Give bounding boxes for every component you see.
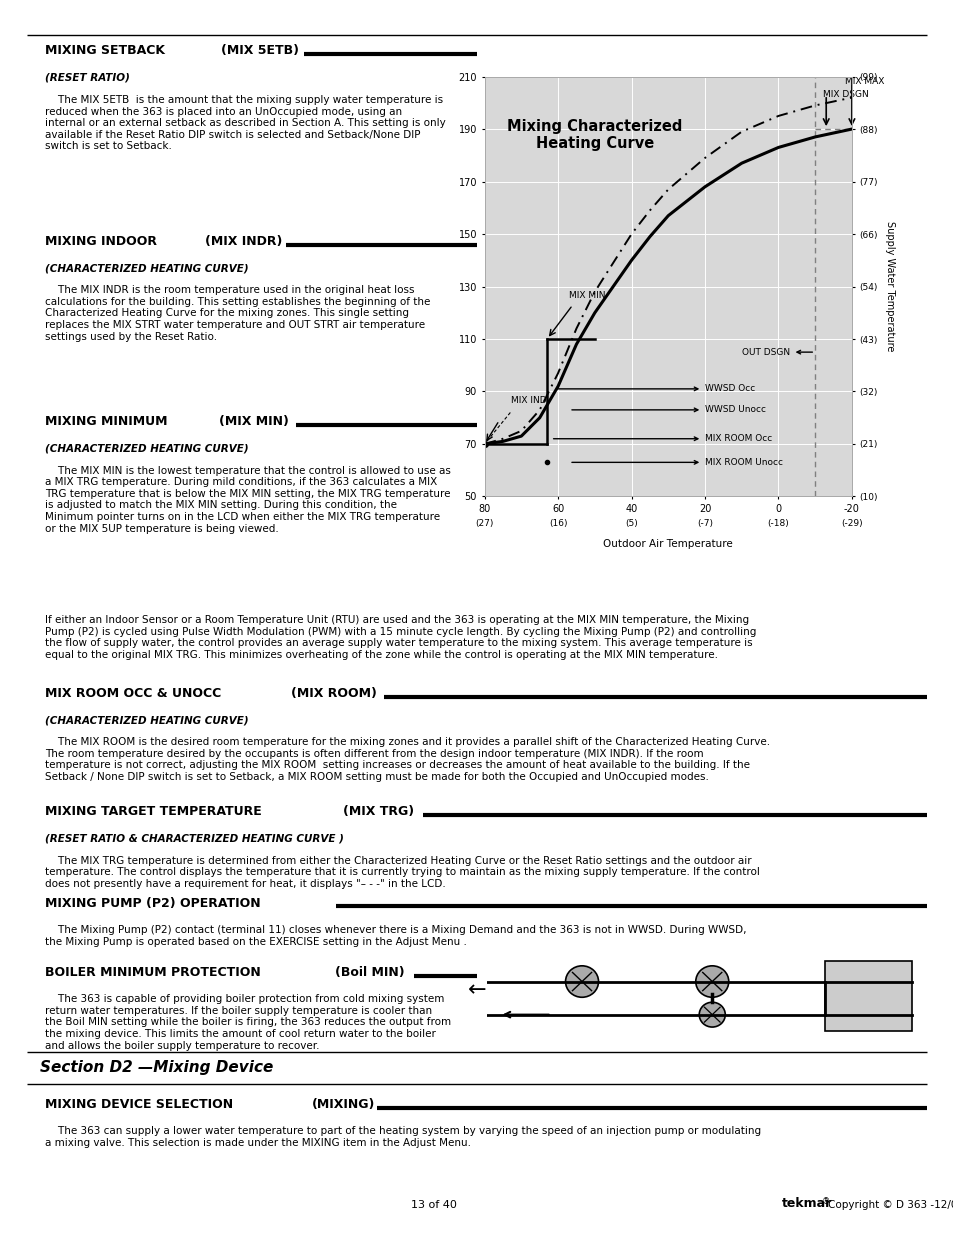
Circle shape bbox=[565, 966, 598, 998]
Text: (Boil MIN): (Boil MIN) bbox=[335, 966, 404, 979]
Bar bbox=[824, 961, 911, 1031]
Text: MIXING PUMP (P2) OPERATION: MIXING PUMP (P2) OPERATION bbox=[45, 897, 260, 910]
Y-axis label: Supply Water Temperature: Supply Water Temperature bbox=[883, 221, 894, 352]
Text: MIX MAX: MIX MAX bbox=[843, 77, 883, 85]
Text: If either an Indoor Sensor or a Room Temperature Unit (RTU) are used and the 363: If either an Indoor Sensor or a Room Tem… bbox=[45, 615, 756, 659]
Text: MIXING TARGET TEMPERATURE: MIXING TARGET TEMPERATURE bbox=[45, 805, 261, 819]
Text: The MIX 5ETB  is the amount that the mixing supply water temperature is
reduced : The MIX 5ETB is the amount that the mixi… bbox=[45, 95, 445, 152]
Text: MIXING DEVICE SELECTION: MIXING DEVICE SELECTION bbox=[45, 1098, 233, 1112]
Text: ®: ® bbox=[821, 1198, 830, 1207]
Text: (CHARACTERIZED HEATING CURVE): (CHARACTERIZED HEATING CURVE) bbox=[45, 443, 248, 453]
Text: (16): (16) bbox=[548, 519, 567, 527]
Text: (CHARACTERIZED HEATING CURVE): (CHARACTERIZED HEATING CURVE) bbox=[45, 715, 248, 725]
Text: OUT DSGN: OUT DSGN bbox=[741, 347, 812, 357]
X-axis label: Outdoor Air Temperature: Outdoor Air Temperature bbox=[602, 540, 733, 550]
Text: MIX IND: MIX IND bbox=[511, 395, 546, 405]
Text: (RESET RATIO & CHARACTERIZED HEATING CURVE ): (RESET RATIO & CHARACTERIZED HEATING CUR… bbox=[45, 834, 343, 844]
Text: MIX ROOM Unocc: MIX ROOM Unocc bbox=[571, 458, 782, 467]
Circle shape bbox=[699, 1003, 724, 1028]
Text: MIXING MINIMUM: MIXING MINIMUM bbox=[45, 415, 167, 429]
Text: (RESET RATIO): (RESET RATIO) bbox=[45, 73, 130, 83]
Text: (5): (5) bbox=[624, 519, 638, 527]
Text: MIX ROOM Occ: MIX ROOM Occ bbox=[553, 435, 771, 443]
Circle shape bbox=[695, 966, 728, 998]
Text: The MIX INDR is the room temperature used in the original heat loss
calculations: The MIX INDR is the room temperature use… bbox=[45, 285, 430, 342]
Text: ←: ← bbox=[467, 981, 486, 1000]
Text: Mixing Characterized
Heating Curve: Mixing Characterized Heating Curve bbox=[507, 119, 681, 151]
Text: The MIX MIN is the lowest temperature that the control is allowed to use as
a MI: The MIX MIN is the lowest temperature th… bbox=[45, 466, 450, 534]
Text: (MIX TRG): (MIX TRG) bbox=[343, 805, 415, 819]
Text: The 363 can supply a lower water temperature to part of the heating system by va: The 363 can supply a lower water tempera… bbox=[45, 1126, 760, 1147]
Text: (MIX MIN): (MIX MIN) bbox=[219, 415, 289, 429]
Text: WWSD Occ: WWSD Occ bbox=[557, 384, 755, 394]
Text: (MIX ROOM): (MIX ROOM) bbox=[291, 687, 376, 700]
Text: MIX DSGN: MIX DSGN bbox=[821, 90, 867, 99]
Text: tekmar: tekmar bbox=[781, 1197, 832, 1210]
Text: 13 of 40: 13 of 40 bbox=[411, 1200, 456, 1210]
Text: (MIXING): (MIXING) bbox=[312, 1098, 375, 1112]
Text: The Mixing Pump (P2) contact (terminal 11) closes whenever there is a Mixing Dem: The Mixing Pump (P2) contact (terminal 1… bbox=[45, 925, 745, 946]
Text: WWSD Unocc: WWSD Unocc bbox=[571, 405, 765, 415]
Text: MIX ROOM OCC & UNOCC: MIX ROOM OCC & UNOCC bbox=[45, 687, 221, 700]
Text: (-18): (-18) bbox=[767, 519, 788, 527]
Text: (MIX 5ETB): (MIX 5ETB) bbox=[221, 44, 299, 58]
Text: The MIX TRG temperature is determined from either the Characterized Heating Curv: The MIX TRG temperature is determined fr… bbox=[45, 856, 759, 889]
Text: MIXING SETBACK: MIXING SETBACK bbox=[45, 44, 165, 58]
Text: Copyright © D 363 -12/08: Copyright © D 363 -12/08 bbox=[827, 1200, 953, 1210]
Text: (27): (27) bbox=[475, 519, 494, 527]
Text: (-29): (-29) bbox=[841, 519, 862, 527]
Text: Section D2 —Mixing Device: Section D2 —Mixing Device bbox=[40, 1060, 274, 1074]
Text: (CHARACTERIZED HEATING CURVE): (CHARACTERIZED HEATING CURVE) bbox=[45, 263, 248, 273]
Text: MIXING INDOOR: MIXING INDOOR bbox=[45, 235, 156, 248]
Text: (-7): (-7) bbox=[697, 519, 712, 527]
Text: BOILER MINIMUM PROTECTION: BOILER MINIMUM PROTECTION bbox=[45, 966, 260, 979]
Text: (MIX INDR): (MIX INDR) bbox=[205, 235, 282, 248]
Text: MIX MIN: MIX MIN bbox=[569, 290, 605, 300]
Text: The 363 is capable of providing boiler protection from cold mixing system
return: The 363 is capable of providing boiler p… bbox=[45, 994, 451, 1051]
Text: The MIX ROOM is the desired room temperature for the mixing zones and it provide: The MIX ROOM is the desired room tempera… bbox=[45, 737, 769, 782]
